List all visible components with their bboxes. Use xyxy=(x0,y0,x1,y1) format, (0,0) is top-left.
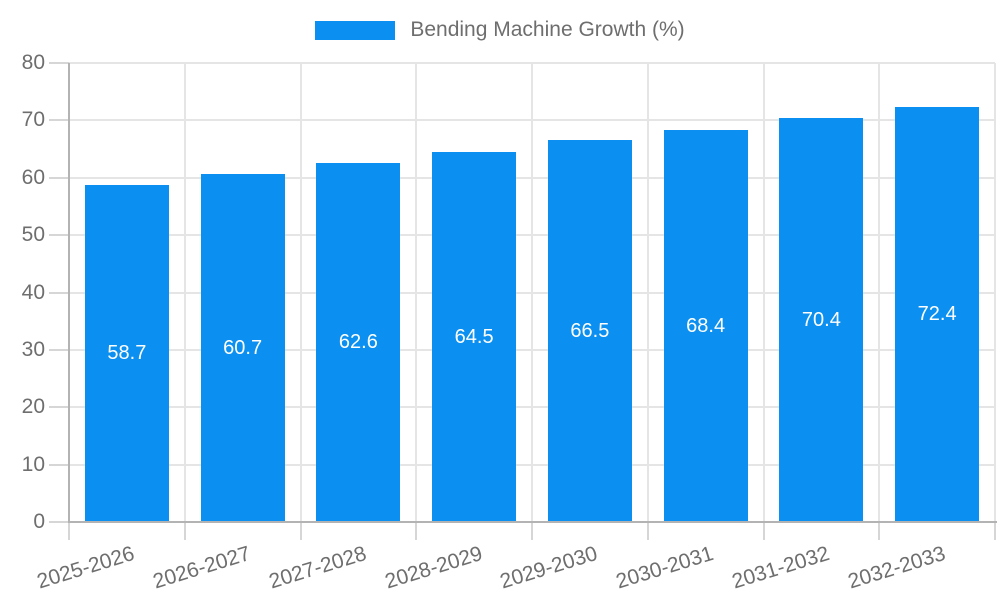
chart-legend[interactable]: Bending Machine Growth (%) xyxy=(0,16,1000,44)
y-axis-label: 50 xyxy=(21,223,45,247)
plot-area: 58.7 60.7 62.6 64.5 66.5 68.4 70.4 72.4 xyxy=(69,62,996,522)
bar[interactable]: 60.7 xyxy=(200,174,285,522)
x-gridline xyxy=(531,63,533,522)
y-axis-label: 30 xyxy=(21,337,45,361)
y-axis-label: 20 xyxy=(21,395,45,419)
bar[interactable]: 70.4 xyxy=(779,118,864,522)
x-tick xyxy=(183,523,186,540)
x-axis-label: 2027-2028 xyxy=(266,542,370,594)
x-tick xyxy=(68,523,70,540)
bar[interactable]: 64.5 xyxy=(432,152,517,522)
y-tick xyxy=(49,406,69,409)
y-axis-label: 70 xyxy=(21,108,45,132)
x-axis-label: 2025-2026 xyxy=(34,542,138,594)
x-axis-label: 2031-2032 xyxy=(729,542,833,594)
x-gridline xyxy=(646,63,649,522)
y-tick xyxy=(49,521,69,523)
y-tick xyxy=(49,234,69,237)
x-axis-label: 2032-2033 xyxy=(845,542,948,594)
y-tick xyxy=(49,176,69,179)
legend-swatch xyxy=(315,20,396,40)
bar-value-label: 72.4 xyxy=(917,303,957,325)
bar[interactable]: 62.6 xyxy=(316,163,401,522)
x-gridline xyxy=(299,63,302,522)
x-tick xyxy=(415,523,418,540)
y-axis-label: 10 xyxy=(21,452,45,476)
x-axis-label: 2028-2029 xyxy=(382,542,485,594)
bar[interactable]: 66.5 xyxy=(547,140,632,522)
x-tick xyxy=(646,523,649,540)
x-tick xyxy=(299,523,302,540)
y-axis-line xyxy=(68,63,70,524)
bar-value-label: 70.4 xyxy=(801,308,841,331)
x-gridline xyxy=(415,63,418,522)
x-gridline xyxy=(183,63,186,522)
bar[interactable]: 68.4 xyxy=(663,130,748,522)
bar-value-label: 60.7 xyxy=(223,336,263,359)
bar[interactable]: 58.7 xyxy=(84,185,169,522)
x-tick xyxy=(531,523,533,540)
bar-value-label: 62.6 xyxy=(338,331,378,353)
y-tick xyxy=(49,291,69,294)
x-gridline xyxy=(878,63,881,522)
bar[interactable]: 72.4 xyxy=(895,107,980,522)
x-axis-label: 2029-2030 xyxy=(497,542,601,594)
bar-value-label: 66.5 xyxy=(570,319,610,342)
x-tick xyxy=(762,523,765,540)
y-axis-label: 60 xyxy=(21,165,45,189)
x-gridline xyxy=(994,63,996,522)
x-axis-label: 2026-2027 xyxy=(150,542,254,594)
legend-label: Bending Machine Growth (%) xyxy=(410,18,685,41)
x-gridline xyxy=(762,63,765,522)
x-axis-label: 2030-2031 xyxy=(613,542,717,594)
y-tick xyxy=(49,119,69,122)
y-axis-label: 40 xyxy=(21,280,45,304)
x-tick xyxy=(994,523,996,540)
y-tick xyxy=(49,463,69,466)
y-tick xyxy=(49,62,69,64)
bar-value-label: 68.4 xyxy=(686,314,726,337)
y-tick xyxy=(49,348,69,351)
x-tick xyxy=(878,523,881,540)
x-axis-line xyxy=(68,521,997,523)
bar-value-label: 64.5 xyxy=(454,325,494,348)
y-axis-label: 0 xyxy=(33,510,45,533)
bar-value-label: 58.7 xyxy=(107,342,147,364)
y-axis-label: 80 xyxy=(21,51,45,74)
